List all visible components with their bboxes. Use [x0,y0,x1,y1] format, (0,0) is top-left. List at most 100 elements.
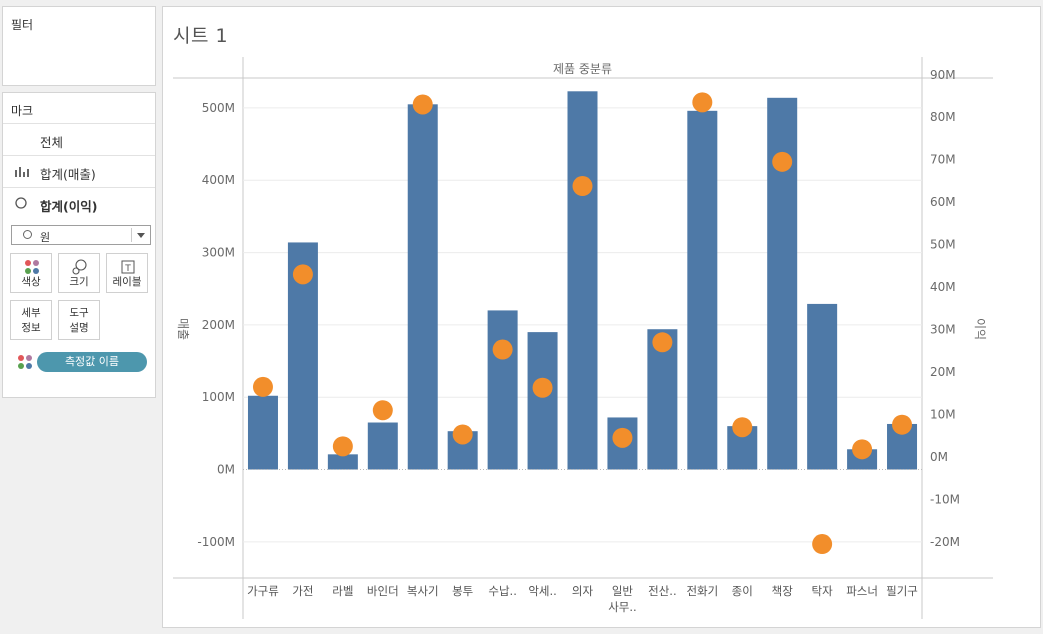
right-tick-label: 40M [930,280,956,294]
profit-point [372,400,393,421]
left-tick-label: 100M [202,390,235,404]
color-button-label: 색상 [21,276,41,288]
bar [247,395,278,470]
filters-title: 필터 [11,18,34,32]
filters-shelf[interactable]: 필터 [2,6,156,86]
profit-point [772,151,793,172]
profit-point [692,92,713,113]
dropdown-separator [131,228,132,242]
left-tick-label: 200M [202,318,235,332]
color-dots-icon [18,355,32,369]
right-tick-label: 0M [930,450,948,464]
left-tick-label: 0M [217,463,235,477]
category-label: 봉투 [452,584,473,598]
profit-point [612,427,633,448]
sheet-title: 시트 1 [173,25,229,47]
category-label: 바인더 [367,584,399,598]
bar [807,303,838,470]
detail-button[interactable]: 세부 정보 [10,300,52,340]
right-tick-label: 20M [930,365,956,379]
size-icon [72,259,87,275]
category-label: 라벨 [332,584,353,598]
marks-tab-sales[interactable]: 합계(매출) [3,155,155,187]
profit-point [892,414,913,435]
marks-title: 마크 [11,104,34,118]
bar [647,329,678,470]
bar-chart-icon [15,167,29,177]
marks-tab-profit[interactable]: 합계(이익) [3,187,155,219]
profit-point [732,417,753,438]
tooltip-button-label: 도구 설명 [69,307,89,334]
chevron-down-icon [137,233,145,238]
right-tick-label: 30M [930,323,956,337]
measure-names-pill[interactable]: 측정값 이름 [37,352,147,372]
marks-tab-label: 합계(이익) [40,199,98,214]
right-tick-label: 90M [930,68,956,82]
category-label: 전화기 [686,584,718,598]
left-axis-title: 매출 [176,318,190,340]
profit-point [652,332,673,353]
profit-point [572,176,593,197]
bar [367,422,398,470]
category-label: 책장 [772,584,794,598]
worksheet: 시트 1 제품 중분류 -100M 0M 100M 200M 300M 400M 500M -2… [162,6,1041,628]
category-label: 필기구 [886,584,918,598]
category-label: 수납.. [488,584,516,598]
right-tick-label: 10M [930,407,956,421]
profit-point [252,376,273,397]
category-label: 종이 [732,584,753,598]
bar [687,110,718,470]
bar [407,104,438,470]
profit-point [292,264,313,285]
right-tick-label: 60M [930,195,956,209]
marks-tab-label: 전체 [40,135,64,150]
detail-button-label: 세부 정보 [21,307,41,334]
color-dots-icon [25,260,39,274]
mark-type-value: 원 [40,231,51,244]
category-label: 복사기 [407,584,439,598]
tooltip-button[interactable]: 도구 설명 [58,300,100,340]
category-label: 악세.. [528,584,556,598]
marks-tab-all[interactable]: 전체 [3,123,155,155]
category-label: 탁자 [812,584,834,598]
left-tick-label: 400M [202,173,235,187]
category-label: 의자 [572,584,594,598]
bar [327,454,358,470]
mark-type-dropdown[interactable]: 원 [11,225,151,245]
category-label: 가전 [292,584,313,598]
right-tick-label: 80M [930,110,956,124]
marks-tab-label: 합계(매출) [40,167,96,182]
category-label: 전산.. [648,584,676,598]
right-tick-label: 70M [930,153,956,167]
profit-point [412,94,433,115]
profit-point [452,424,473,445]
bar [487,310,518,470]
marks-card: 마크 전체 합계(매출) 합계(이익) 원 색상 [2,92,156,398]
color-button[interactable]: 색상 [10,253,52,293]
circle-icon [15,197,27,209]
column-header: 제품 중분류 [553,62,612,76]
chart: 제품 중분류 -100M 0M 100M 200M 300M 400M 500M -20M -10… [173,57,993,619]
category-label: 파스너 [846,584,878,598]
profit-point [332,436,353,457]
svg-text:T: T [124,264,131,274]
category-label: 사무.. [608,600,636,614]
label-icon: T [121,260,135,274]
bar [527,332,558,470]
size-button[interactable]: 크기 [58,253,100,293]
profit-point [812,534,833,555]
bar [567,91,598,470]
label-button-label: 레이블 [112,276,142,288]
profit-point [532,377,553,398]
circle-icon [23,230,32,239]
right-tick-label: -20M [930,535,960,549]
right-axis-title: 이익 [973,318,987,340]
right-tick-label: -10M [930,492,960,506]
left-tick-label: -100M [197,535,235,549]
category-label: 가구류 [247,584,279,598]
profit-point [492,339,513,360]
label-button[interactable]: T 레이블 [106,253,148,293]
profit-point [852,439,873,460]
size-button-label: 크기 [69,276,89,288]
left-tick-label: 300M [202,246,235,260]
